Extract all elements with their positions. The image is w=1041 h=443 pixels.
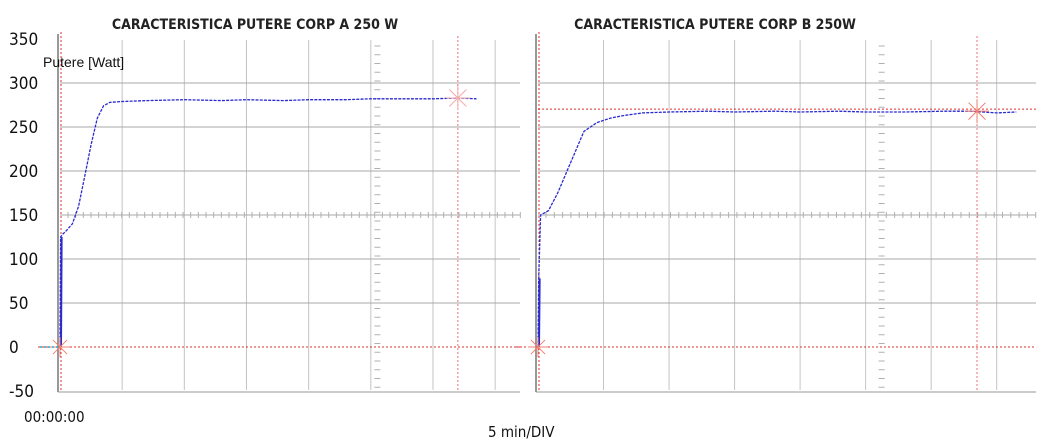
cursor-marker bbox=[445, 85, 470, 110]
cursor-marker bbox=[965, 99, 990, 124]
y-tick-label: 200 bbox=[9, 162, 38, 182]
chart-panel-b: CARACTERISTICA PUTERE CORP B 250W bbox=[516, 17, 1037, 393]
y-tick-label: 350 bbox=[9, 30, 38, 50]
chart-title: CARACTERISTICA PUTERE CORP B 250W bbox=[574, 17, 856, 33]
marker-stroke bbox=[448, 89, 467, 107]
x-start-label: 00:00:00 bbox=[24, 408, 85, 426]
y-tick-label: 250 bbox=[9, 118, 38, 138]
y-tick-label: 100 bbox=[9, 250, 38, 270]
x-division-label: 5 min/DIV bbox=[488, 423, 555, 441]
y-tick-label: -50 bbox=[9, 382, 34, 402]
y-tick-label: 50 bbox=[9, 294, 28, 314]
marker-stroke bbox=[530, 339, 546, 355]
power-series-line bbox=[59, 97, 477, 348]
power-spike bbox=[538, 278, 541, 348]
chart-panel-a: CARACTERISTICA PUTERE CORP A 250 W 350 300… bbox=[9, 17, 555, 441]
y-tick-label: 0 bbox=[9, 338, 19, 358]
chart-title: CARACTERISTICA PUTERE CORP A 250 W bbox=[112, 17, 398, 33]
power-spike bbox=[60, 236, 63, 348]
y-axis-label: Putere [Watt] bbox=[43, 54, 124, 70]
power-series-line bbox=[537, 110, 1017, 348]
marker-stroke bbox=[52, 339, 68, 355]
cursor-marker bbox=[528, 337, 548, 357]
y-tick-label: 150 bbox=[9, 206, 38, 226]
y-tick-label: 300 bbox=[9, 74, 38, 94]
marker-stroke bbox=[968, 102, 986, 120]
